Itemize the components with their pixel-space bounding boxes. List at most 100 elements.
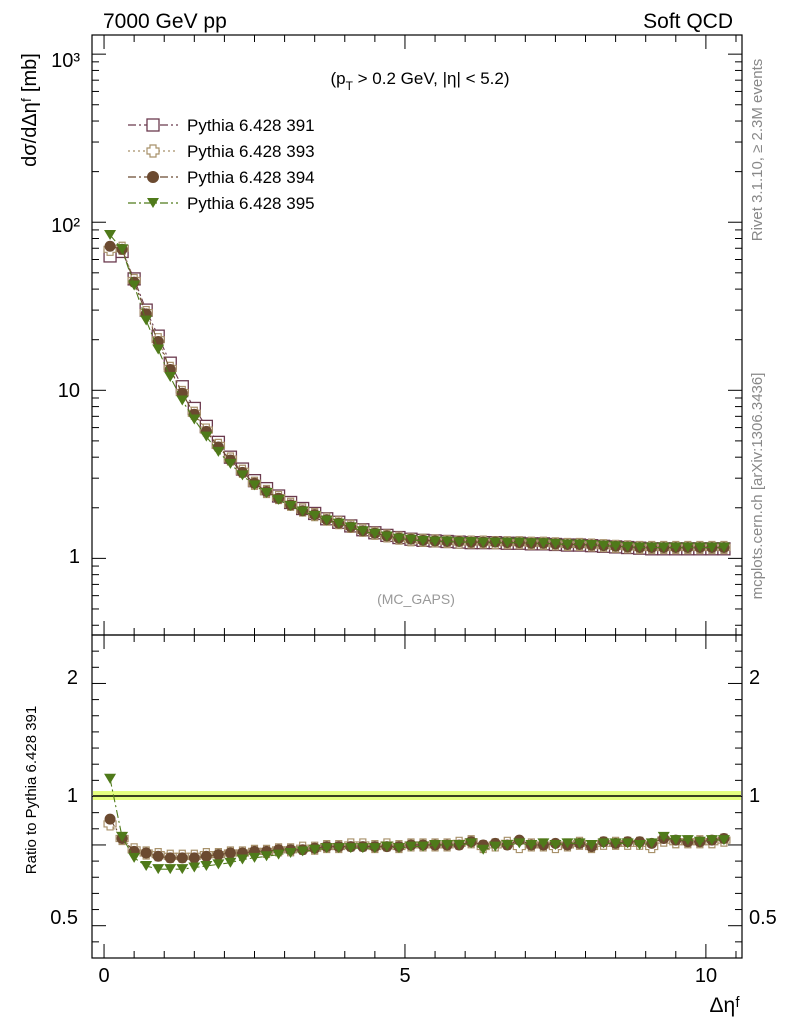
ratio-data-point [140,847,152,859]
main-data-point [332,518,345,529]
ratio-data-point [380,841,393,852]
legend-label-391: Pythia 6.428 391 [187,116,315,135]
ratio-data-point [657,831,670,842]
legend: Pythia 6.428 391 Pythia 6.428 393 Pythia… [128,116,315,213]
ratio-series-2 [104,773,730,875]
main-data-point [609,541,622,552]
main-data-point [597,540,610,551]
legend-marker-open-square [146,118,160,132]
ratio-data-point [609,838,622,849]
main-data-point [296,506,309,517]
legend-marker-filled-triangle [147,198,159,208]
main-data-point [633,542,646,553]
main-y-axis-label: dσ/dΔηᶠ [mb] [19,53,41,167]
main-data-point [705,542,718,553]
legend-item-391: Pythia 6.428 391 [128,116,315,135]
ratio-data-point [477,844,490,855]
ratio-data-point [525,839,538,850]
main-series-group [103,229,731,556]
y-tick-label-1000: 10³ [51,50,80,72]
ratio-data-point [308,844,321,855]
ratio-data-point [188,852,200,864]
ratio-data-point [621,838,634,849]
main-data-point [404,534,417,545]
ratio-data-point [236,854,249,865]
x-tick-label-10: 10 [695,965,717,987]
main-data-point [380,531,393,542]
x-tick-label-0: 0 [98,965,109,987]
collision-label: 7000 GeV pp [103,10,227,33]
main-data-point [429,536,442,547]
main-data-point [537,538,550,549]
main-data-point [128,280,141,291]
ratio-data-point [296,846,309,857]
ratio-data-point [200,860,213,871]
ratio-data-point [260,851,273,862]
ratio-data-point [513,838,526,849]
main-data-point [513,537,526,548]
legend-marker-open-cross [146,144,160,158]
ratio-data-point [368,843,381,854]
ratio-data-point [104,813,116,825]
ratio-y-tick-label-0.5-right: 0.5 [749,907,777,929]
ratio-data-point [104,773,117,784]
ratio-data-point [561,838,574,849]
main-data-point [441,536,454,547]
main-data-point [657,542,670,553]
main-data-point [561,539,574,550]
legend-marker-filled-circle [147,171,159,183]
ratio-data-point [717,835,730,846]
main-data-point [573,539,586,550]
legend-item-393: Pythia 6.428 393 [128,142,315,161]
rivet-label: Rivet 3.1.10, ≥ 2.3M events [749,59,766,242]
ratio-data-point [597,838,610,849]
ratio-data-point [164,852,176,864]
main-data-point [224,458,237,469]
main-axis-ticks [92,35,742,635]
x-tick-label-5: 5 [399,965,410,987]
ratio-data-point [633,839,646,850]
main-data-point [681,542,694,553]
ratio-data-point [212,849,224,861]
legend-label-394: Pythia 6.428 394 [187,168,315,187]
ratio-data-point [441,839,454,850]
ratio-series-1 [104,813,730,864]
ratio-data-point [164,864,177,875]
main-data-point [465,537,478,548]
main-series-0 [103,244,731,556]
ratio-data-point [669,835,682,846]
main-data-point [260,487,273,498]
main-data-point [356,526,369,537]
main-data-point [501,537,514,548]
main-series-2 [104,240,730,554]
ratio-data-point [176,852,188,864]
main-data-point [164,371,177,382]
ratio-y-tick-label-1-right: 1 [749,785,760,807]
ratio-data-point [332,843,345,854]
main-series-3 [104,229,730,553]
main-data-point [320,515,333,526]
main-series-line-2 [109,245,724,549]
main-data-point [236,470,249,481]
ratio-data-point [128,852,141,863]
main-data-point [188,414,201,425]
ratio-data-point [212,859,225,870]
main-data-point [489,537,502,548]
ratio-data-point [645,838,658,849]
ratio-data-point [176,864,189,875]
main-series-line-3 [109,234,724,549]
ratio-data-point [693,836,706,847]
legend-item-394: Pythia 6.428 394 [128,168,315,187]
main-data-point [645,542,658,553]
main-data-point [549,538,562,549]
main-data-point [392,533,405,544]
ratio-data-point [392,843,405,854]
main-data-point [116,244,129,255]
ratio-y-tick-label-2: 2 [67,667,78,689]
ratio-data-point [152,864,165,875]
mcplots-label: mcplots.cern.ch [arXiv:1306.3436] [749,373,766,600]
main-series-line-0 [109,250,724,550]
ratio-data-point [549,839,562,850]
ratio-data-point [140,860,153,871]
